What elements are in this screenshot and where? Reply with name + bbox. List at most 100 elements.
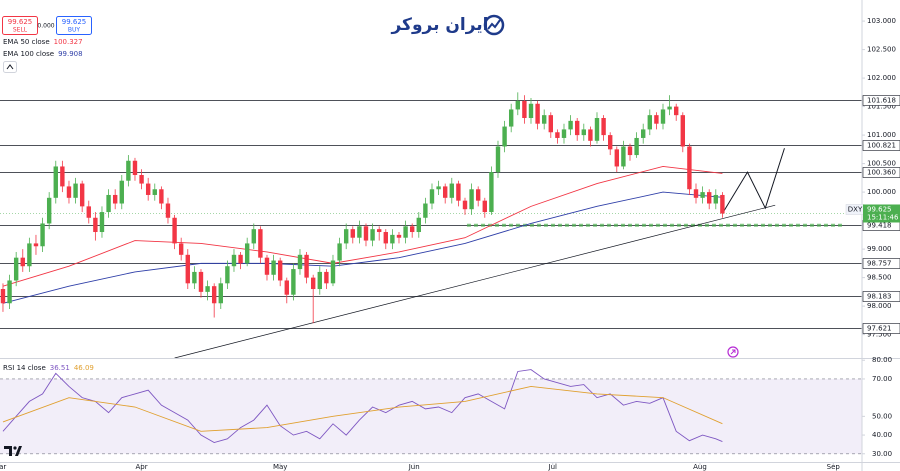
candle-body bbox=[40, 223, 45, 247]
y-tick-label: 101.000 bbox=[867, 131, 896, 139]
candle-body bbox=[258, 229, 263, 258]
candle-body bbox=[73, 183, 78, 198]
y-tick-label: 97.500 bbox=[867, 331, 892, 339]
candle-body bbox=[231, 254, 237, 267]
y-tick-label: 98.500 bbox=[867, 274, 892, 282]
trendline bbox=[174, 204, 776, 359]
spread: 0.000 bbox=[37, 23, 54, 30]
level-label-box bbox=[862, 258, 900, 269]
candle-body bbox=[93, 217, 98, 233]
ema-line bbox=[2, 166, 723, 287]
x-tick-label: Aug bbox=[693, 463, 707, 471]
candle-body bbox=[687, 146, 692, 190]
candle-body bbox=[330, 260, 336, 284]
rsi-title: RSI 14 close bbox=[3, 364, 46, 372]
candle-body bbox=[707, 192, 712, 204]
candle-body bbox=[310, 277, 316, 290]
level-label-box bbox=[862, 140, 900, 151]
level-label-box bbox=[862, 95, 900, 106]
candle-body bbox=[693, 189, 699, 198]
sell-label: SELL bbox=[13, 27, 28, 34]
candle-body bbox=[20, 257, 25, 267]
rsi-legend-value: 46.09 bbox=[74, 364, 94, 372]
y-tick-label: 98.000 bbox=[867, 302, 892, 310]
candle-body bbox=[145, 183, 151, 195]
candle-body bbox=[192, 271, 197, 284]
candle-body bbox=[713, 194, 719, 204]
y-tick-label: 80.00 bbox=[872, 356, 892, 364]
candle-body bbox=[541, 115, 547, 124]
logo-icon bbox=[483, 14, 505, 36]
candle-body bbox=[442, 186, 448, 198]
candle-body bbox=[350, 229, 355, 238]
event-icon[interactable] bbox=[727, 346, 739, 358]
candle-body bbox=[634, 137, 639, 156]
candle-body bbox=[185, 254, 190, 284]
candle-body bbox=[211, 286, 217, 304]
rsi-legend-value: 36.51 bbox=[50, 364, 70, 372]
legend-name: EMA 50 close bbox=[3, 38, 50, 46]
y-tick-label: 99.000 bbox=[867, 245, 892, 253]
candle-body bbox=[475, 189, 481, 201]
level-label: 100.821 bbox=[867, 142, 896, 150]
candle-body bbox=[594, 118, 600, 141]
candle-body bbox=[13, 257, 19, 281]
candle-body bbox=[515, 100, 520, 110]
y-tick-label: 70.00 bbox=[872, 375, 892, 383]
candle-body bbox=[165, 203, 171, 218]
candle-body bbox=[264, 257, 270, 275]
candle-body bbox=[7, 280, 12, 304]
candle-body bbox=[225, 266, 230, 284]
last-price-label: 99.625 bbox=[867, 205, 892, 213]
candle-body bbox=[581, 129, 586, 136]
candle-body bbox=[548, 115, 553, 133]
candle-body bbox=[555, 132, 560, 138]
y-tick-label: 30.00 bbox=[872, 450, 892, 458]
candle-body bbox=[86, 206, 91, 218]
candle-body bbox=[429, 189, 435, 204]
collapse-button[interactable] bbox=[3, 61, 17, 73]
candle-body bbox=[271, 260, 276, 275]
candle-body bbox=[601, 118, 606, 136]
rsi-band bbox=[0, 378, 862, 454]
candle-body bbox=[363, 226, 369, 241]
level-label: 100.360 bbox=[867, 169, 896, 177]
candle-body bbox=[277, 260, 283, 281]
tv-logo bbox=[4, 446, 22, 456]
level-label-box bbox=[862, 167, 900, 178]
candle-body bbox=[106, 194, 111, 213]
candle-body bbox=[449, 183, 454, 198]
candle-body bbox=[126, 160, 131, 181]
candle-body bbox=[674, 106, 679, 116]
candle-body bbox=[416, 217, 421, 233]
legend-value: 100.327 bbox=[54, 38, 83, 46]
candle-body bbox=[528, 103, 534, 119]
buy-price: 99.625 bbox=[62, 18, 87, 26]
candle-body bbox=[218, 283, 223, 304]
legend-name: EMA 100 close bbox=[3, 50, 54, 58]
candle-body bbox=[27, 243, 32, 267]
candle-body bbox=[568, 120, 573, 130]
y-tick-label: 101.500 bbox=[867, 103, 896, 111]
candle-body bbox=[60, 166, 65, 187]
sell-button[interactable] bbox=[2, 16, 38, 35]
candle-body bbox=[79, 183, 85, 207]
candle-body bbox=[370, 229, 375, 241]
candle-body bbox=[700, 192, 705, 198]
buy-button[interactable] bbox=[56, 16, 92, 35]
candle-body bbox=[324, 271, 329, 284]
candle-body bbox=[132, 160, 138, 176]
x-tick-label: May bbox=[273, 463, 287, 471]
candle-body bbox=[33, 243, 39, 247]
candle-body bbox=[198, 271, 204, 292]
rsi-line bbox=[2, 385, 723, 432]
symbol-label: DXY bbox=[848, 205, 863, 213]
candle-body bbox=[436, 186, 441, 190]
y-tick-label: 103.000 bbox=[867, 17, 896, 25]
ema-line bbox=[2, 191, 723, 304]
x-tick-label: Jun bbox=[408, 463, 420, 471]
candle-body bbox=[343, 229, 349, 244]
candle-body bbox=[667, 106, 672, 110]
last-price-tag bbox=[863, 204, 900, 223]
candle-body bbox=[660, 109, 666, 124]
